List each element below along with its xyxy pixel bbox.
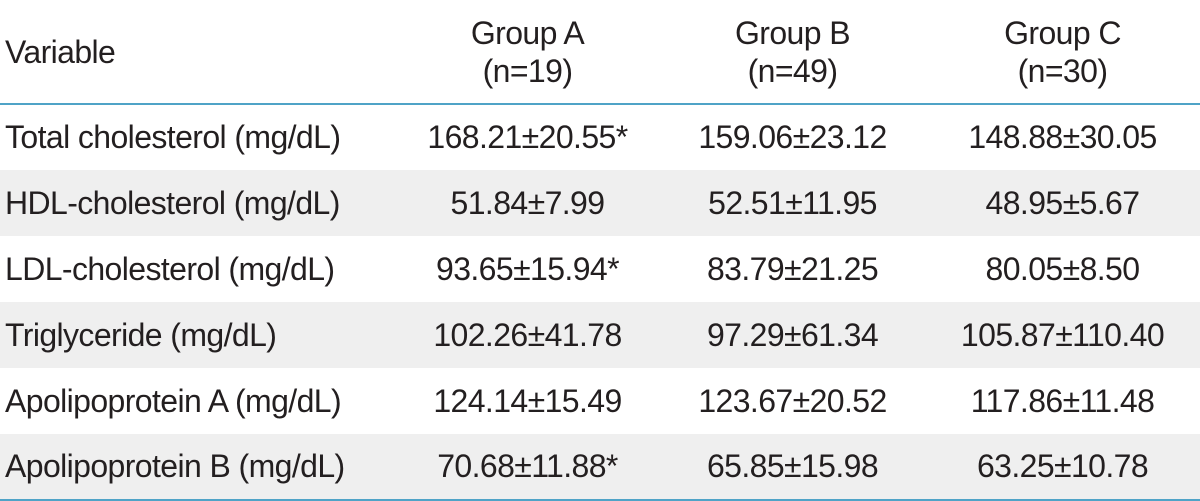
header-cell: Group B (n=49) [660, 0, 925, 104]
cell: 97.29±61.34 [706, 316, 879, 353]
header-cell: Group C (n=30) [925, 0, 1200, 104]
cell: 70.68±11.88* [437, 448, 618, 484]
cell: 159.06±23.12 [698, 119, 887, 155]
cell: 80.05±8.50 [985, 250, 1141, 287]
cell: 124.14±15.49 [433, 382, 622, 419]
row-label: Apolipoprotein A (mg/dL) [5, 382, 342, 419]
table-row: LDL-cholesterol (mg/dL) 93.65±15.94* 83.79… [0, 236, 1200, 302]
group-n: (n=49) [747, 52, 838, 89]
group-n: (n=30) [1017, 52, 1108, 89]
group-name: Group C [1004, 14, 1121, 51]
cell: 51.84±7.99 [450, 184, 606, 221]
cell: 48.95±5.67 [985, 184, 1141, 221]
cell: 105.87±110.40 [960, 316, 1165, 353]
group-n: (n=19) [482, 52, 573, 89]
row-label: LDL-cholesterol (mg/dL) [5, 250, 335, 287]
cell: 148.88±30.05 [968, 119, 1157, 155]
table-row: Triglyceride (mg/dL) 102.26±41.78 97.29±61… [0, 302, 1200, 368]
table-header: Variable Group A (n=19) Group B (n=49) Group… [0, 0, 1200, 104]
row-label: HDL-cholesterol (mg/dL) [5, 184, 340, 221]
cell: 93.65±15.94* [436, 250, 620, 287]
table-row: Apolipoprotein B (mg/dL) 70.68±11.88* 65.8… [0, 434, 1200, 500]
group-name: Group A [470, 14, 585, 51]
table-body: Total cholesterol (mg/dL) 168.21±20.55* 15… [0, 104, 1200, 500]
row-label: Apolipoprotein B (mg/dL) [5, 448, 345, 484]
table-row: Apolipoprotein A (mg/dL) 124.14±15.49 123.… [0, 368, 1200, 434]
cell: 52.51±11.95 [708, 184, 877, 221]
group-name: Group B [735, 14, 851, 51]
header-cell: Group A (n=19) [395, 0, 660, 104]
row-label: Total cholesterol (mg/dL) [5, 119, 341, 155]
header-cell: Variable [5, 33, 116, 70]
header-row: Variable Group A (n=19) Group B (n=49) Group… [0, 0, 1200, 104]
cell: 168.21±20.55* [427, 119, 628, 155]
cell: 123.67±20.52 [698, 382, 887, 419]
cell: 63.25±10.78 [976, 448, 1149, 484]
cell: 117.86±11.48 [970, 382, 1155, 419]
cell: 83.79±21.25 [706, 250, 879, 287]
table-row: Total cholesterol (mg/dL) 168.21±20.55* 15… [0, 104, 1200, 170]
table-row: HDL-cholesterol (mg/dL) 51.84±7.99 52.51±1… [0, 170, 1200, 236]
cell: 65.85±15.98 [706, 448, 879, 484]
cell: 102.26±41.78 [433, 316, 622, 353]
row-label: Triglyceride (mg/dL) [5, 316, 277, 353]
